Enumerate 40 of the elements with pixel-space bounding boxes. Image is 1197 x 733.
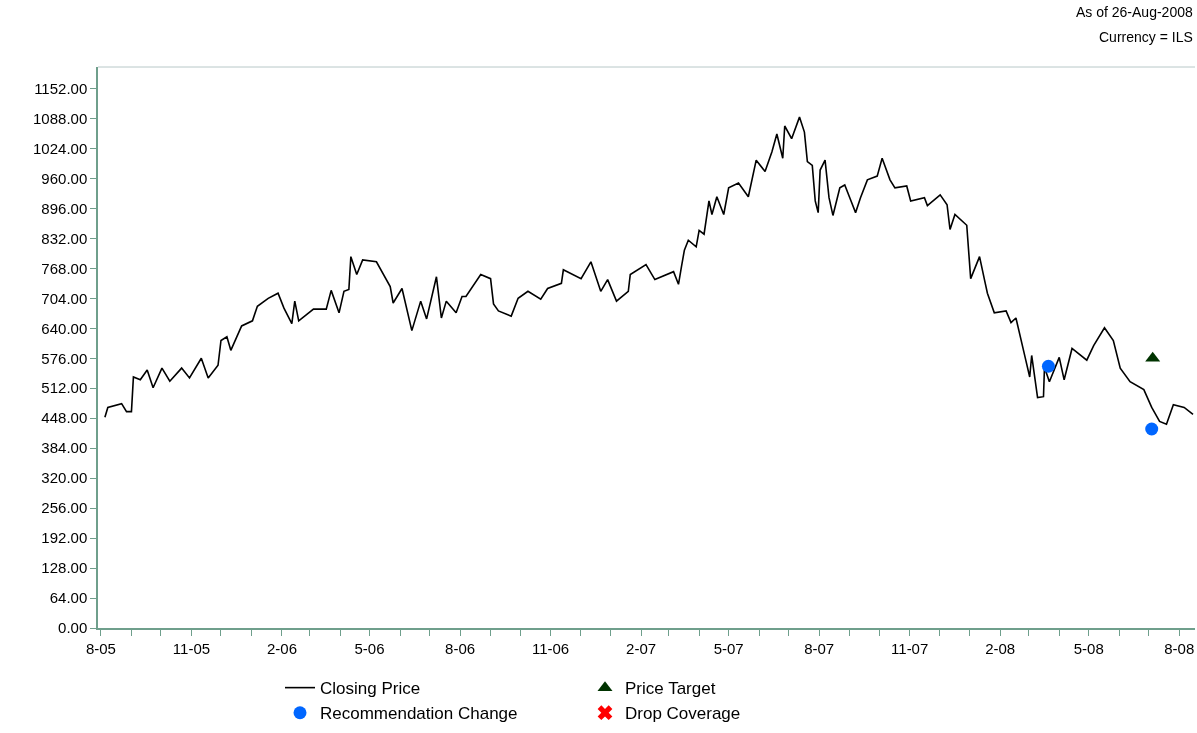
y-tick-label: 320.00 [41,469,88,487]
y-tick-label: 960.00 [41,169,88,187]
y-tick-label: 1152.00 [34,79,88,97]
x-tick-label: 11-07 [891,639,929,657]
y-tick-label: 128.00 [41,559,88,577]
y-tick-label: 1088.00 [33,109,88,127]
x-tick-label: 2-06 [266,639,297,657]
x-tick-label: 5-07 [713,639,744,657]
text: As of 26-Aug-2008 [1076,4,1193,20]
y-tick-label: 1024.00 [33,139,88,157]
y-tick-label: 256.00 [41,499,88,517]
x-tick-label: 11-05 [172,639,211,657]
x-tick-label: 8-07 [804,639,835,657]
x-tick-label: 2-07 [626,639,657,657]
y-tick-label: 192.00 [41,529,88,547]
text: Currency = ILS [1099,29,1193,45]
y-tick-label: 640.00 [41,319,88,337]
y-tick-label: 768.00 [41,259,88,277]
x-tick-label: 8-05 [85,639,116,657]
x-tick-label: 11-06 [531,639,570,657]
x-tick-label: 2-08 [985,639,1016,657]
x-tick-label: 8-06 [445,639,476,657]
y-tick-label: 64.00 [49,589,88,607]
y-tick-label: 704.00 [41,289,88,307]
legend-label: Recommendation Change [320,704,518,724]
y-tick-label: 512.00 [41,379,88,397]
x-tick-label: 5-08 [1073,639,1104,657]
legend-label: Closing Price [320,679,421,699]
legend-label: Drop Coverage [625,704,741,724]
y-tick-label: 896.00 [41,199,88,217]
point [1041,359,1055,373]
y-tick-label: 384.00 [41,439,88,457]
point [1145,422,1159,436]
x-tick-label: 8-08 [1164,639,1195,657]
y-tick-label: 576.00 [41,349,88,367]
y-tick-label: 448.00 [41,409,88,427]
y-tick-label: 832.00 [41,229,88,247]
x-tick-label: 5-06 [354,639,385,657]
y-tick-label: 0.00 [58,619,88,637]
legend-label: Price Target [625,679,716,699]
